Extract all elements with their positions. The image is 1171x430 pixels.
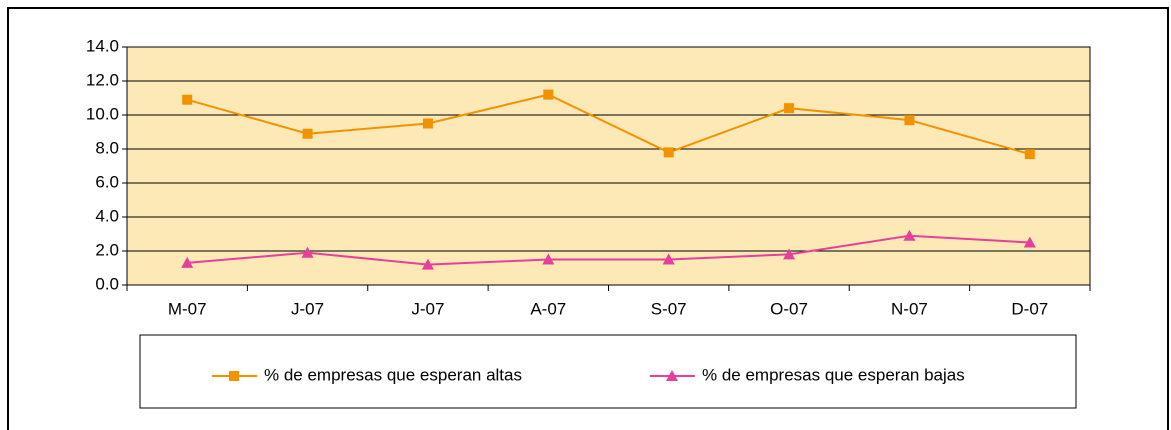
x-tick-label: A-07 <box>530 299 566 318</box>
data-point <box>421 258 434 270</box>
plot-area <box>126 46 1091 286</box>
x-tick-label: O-07 <box>770 299 808 318</box>
data-point <box>783 248 796 260</box>
y-tick-label: 6.0 <box>95 172 119 191</box>
y-tick-label: 2.0 <box>95 240 119 259</box>
data-point <box>301 246 314 258</box>
data-point <box>904 115 915 126</box>
x-tick-label: S-07 <box>651 299 687 318</box>
data-point <box>662 253 675 265</box>
series-line <box>186 93 1031 156</box>
y-tick-label: 14.0 <box>86 36 119 55</box>
data-point <box>903 229 916 241</box>
data-point <box>784 103 795 114</box>
data-point <box>543 89 554 100</box>
x-tick-label: J-07 <box>411 299 444 318</box>
data-point <box>1024 149 1035 160</box>
y-tick-label: 4.0 <box>95 206 119 225</box>
legend-label: % de empresas que esperan altas <box>264 365 522 384</box>
data-point <box>422 118 433 129</box>
y-tick-label: 0.0 <box>95 274 119 293</box>
y-tick-label: 8.0 <box>95 138 119 157</box>
x-tick-label: J-07 <box>291 299 324 318</box>
x-tick-label: N-07 <box>891 299 928 318</box>
x-tick-label: M-07 <box>168 299 207 318</box>
data-point <box>181 256 194 268</box>
legend <box>139 334 1077 409</box>
legend-marker <box>666 370 678 381</box>
data-point <box>1023 236 1036 248</box>
data-point <box>302 128 313 139</box>
legend-marker <box>229 371 239 381</box>
x-tick-label: D-07 <box>1011 299 1048 318</box>
data-point <box>663 147 674 158</box>
y-tick-label: 10.0 <box>86 104 119 123</box>
series-line <box>187 234 1030 266</box>
legend-label: % de empresas que esperan bajas <box>702 365 965 384</box>
y-tick-label: 12.0 <box>86 70 119 89</box>
data-point <box>542 253 555 265</box>
data-point <box>182 94 193 105</box>
